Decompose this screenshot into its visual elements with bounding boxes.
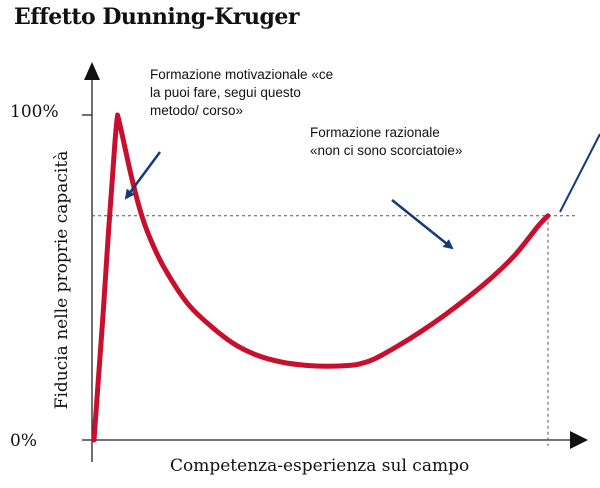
- annotation-arrow-motivational: [124, 151, 162, 200]
- y-axis-label: Fiducia nelle proprie capacità: [52, 150, 72, 410]
- y-axis-arrowhead: [84, 62, 100, 80]
- y-tick-label-100: 100%: [10, 102, 59, 122]
- annotation-arrow-rational: [391, 199, 454, 250]
- y-tick-label-0: 0%: [10, 431, 37, 451]
- chart-title: Effetto Dunning-Kruger: [14, 4, 299, 30]
- dunning-kruger-curve: [91, 112, 551, 443]
- x-axis-label: Competenza-esperienza sul campo: [170, 456, 470, 476]
- annotation-motivational: Formazione motivazionale «ce la puoi far…: [150, 67, 334, 118]
- continuation-line: [559, 133, 600, 213]
- annotation-rational: Formazione razionale «non ci sono scorci…: [310, 125, 463, 158]
- x-axis-arrowhead: [570, 431, 588, 449]
